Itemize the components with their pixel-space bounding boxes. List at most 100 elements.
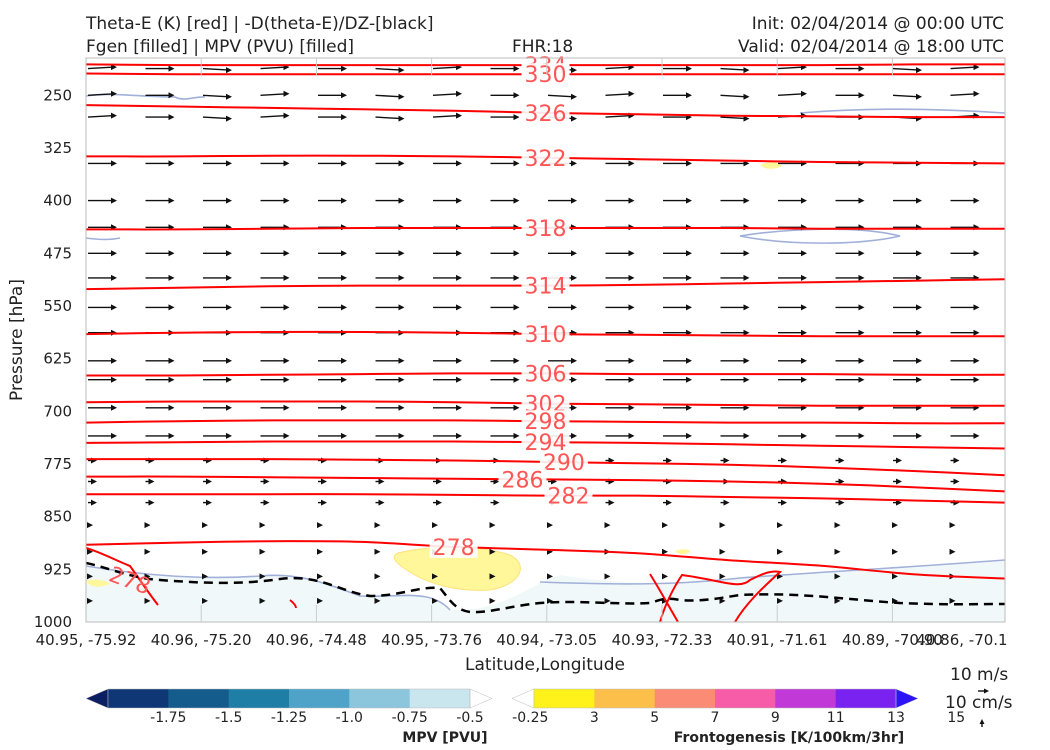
theta-e-label-bg bbox=[521, 217, 570, 239]
colorbar-tick: -1.0 bbox=[336, 710, 363, 726]
gradient-vector-head bbox=[916, 304, 922, 311]
gradient-vector-head bbox=[456, 112, 462, 119]
gradient-vector bbox=[605, 114, 632, 118]
gradient-vector-head bbox=[743, 376, 750, 383]
gradient-vector-head bbox=[202, 573, 208, 580]
x-tick-label: 40.95, -73.76 bbox=[381, 631, 482, 649]
theta-e-label-278: 278 bbox=[433, 536, 475, 561]
gradient-vector-head bbox=[858, 65, 865, 72]
gradient-vector-head bbox=[456, 304, 462, 311]
gradient-vector-head bbox=[628, 357, 635, 364]
gradient-vector-head bbox=[489, 522, 496, 529]
gradient-vector-head bbox=[571, 274, 577, 281]
gradient-vector-head bbox=[571, 404, 577, 411]
gradient-vector-head bbox=[317, 522, 323, 529]
gradient-vector-head bbox=[378, 499, 385, 506]
theta-e-label-bg bbox=[521, 362, 570, 385]
gradient-vector-head bbox=[628, 90, 635, 97]
gradient-vector-head bbox=[743, 250, 750, 257]
gradient-vector-head bbox=[283, 250, 290, 257]
mpv-colorbar-label: MPV [PVU] bbox=[402, 730, 487, 746]
gradient-vector-head bbox=[436, 478, 442, 485]
gradient-vector-head bbox=[973, 90, 980, 97]
theta-e-label-bg bbox=[521, 101, 570, 124]
gradient-vector-head bbox=[398, 160, 405, 167]
gradient-vector-head bbox=[604, 522, 611, 529]
theta-e-contours bbox=[86, 63, 1005, 622]
gradient-vector-head bbox=[858, 250, 865, 257]
gradient-vector-head bbox=[226, 304, 232, 311]
gradient-vector-head bbox=[341, 304, 347, 311]
theta-e-label-282: 282 bbox=[548, 485, 590, 510]
gradient-vector bbox=[950, 93, 977, 96]
gradient-vector bbox=[432, 93, 460, 96]
gradient-vector-head bbox=[148, 478, 155, 485]
gradient-vector-head bbox=[456, 160, 462, 167]
colorbar-frame bbox=[107, 688, 471, 709]
gradient-vector-head bbox=[513, 404, 520, 411]
gradient-vector-head bbox=[801, 304, 807, 311]
gradient-vector-head bbox=[91, 499, 97, 506]
gradient-vector-head bbox=[168, 357, 175, 364]
y-tick-label: 475 bbox=[43, 244, 72, 262]
gradient-vector bbox=[202, 116, 230, 120]
gradient-vector-head bbox=[513, 357, 520, 364]
gradient-vector bbox=[547, 94, 575, 98]
gradient-vector bbox=[260, 66, 287, 70]
title-line-2: Fgen [filled] | MPV (PVU) [filled] bbox=[86, 37, 355, 57]
colorbar-tick: 9 bbox=[771, 710, 780, 726]
y-tick-label: 250 bbox=[43, 86, 72, 104]
gradient-vector-head bbox=[973, 432, 980, 439]
colorbar-segment bbox=[108, 689, 169, 708]
gradient-vector bbox=[202, 67, 230, 71]
gradient-vector-head bbox=[283, 90, 290, 97]
colorbar-tick: -0.5 bbox=[456, 710, 483, 726]
gradient-vector-head bbox=[838, 478, 845, 485]
y-tick-label: 400 bbox=[43, 192, 72, 210]
gradient-vector-head bbox=[571, 67, 577, 74]
gradient-vector-head bbox=[973, 304, 980, 311]
gradient-vector-head bbox=[283, 304, 290, 311]
gradient-vector-head bbox=[743, 329, 750, 336]
gradient-vector-head bbox=[571, 93, 577, 100]
gradient-vector-head bbox=[168, 376, 175, 383]
gradient-vector-head bbox=[489, 548, 496, 555]
gradient-vector-head bbox=[398, 93, 405, 100]
fgen-fill-small-2 bbox=[675, 549, 690, 555]
gradient-vector-head bbox=[374, 522, 381, 529]
gradient-vector-head bbox=[202, 548, 208, 555]
gradient-vector-head bbox=[743, 357, 750, 364]
gradient-vector-head bbox=[111, 376, 117, 383]
gradient-vector-head bbox=[341, 404, 347, 411]
gradient-vector-head bbox=[456, 197, 462, 204]
gradient-vector-head bbox=[168, 274, 175, 281]
colorbar-segment bbox=[349, 689, 411, 708]
gradient-vector-head bbox=[317, 597, 323, 604]
gradient-vector-head bbox=[513, 250, 520, 257]
gradient-vector-head bbox=[916, 357, 922, 364]
gradient-vector-head bbox=[202, 597, 208, 604]
gradient-vector-head bbox=[571, 357, 577, 364]
plot-frame bbox=[85, 57, 1006, 623]
colorbar-segment bbox=[168, 689, 230, 708]
gradient-vector-head bbox=[489, 597, 496, 604]
gradient-vector-head bbox=[259, 548, 266, 555]
gradient-vector-head bbox=[571, 250, 577, 257]
gradient-vector bbox=[950, 66, 977, 70]
gradient-vector-head bbox=[686, 404, 692, 411]
theta-e-label-290: 290 bbox=[543, 451, 585, 476]
gradient-vector-head bbox=[226, 93, 232, 100]
gradient-vector-head bbox=[283, 357, 290, 364]
gradient-vector-head bbox=[226, 197, 232, 204]
wind-legend-arrows bbox=[978, 688, 989, 727]
gradient-vector-head bbox=[87, 548, 93, 555]
gradient-vector-head bbox=[111, 432, 117, 439]
dashed-contour-line bbox=[86, 561, 1005, 614]
gradient-vector bbox=[892, 67, 920, 71]
gradient-vector-head bbox=[144, 548, 151, 555]
gradient-vector-head bbox=[777, 573, 783, 580]
x-tick-label: 40.95, -75.92 bbox=[36, 631, 137, 649]
gradient-vector-head bbox=[168, 65, 175, 72]
gradient-vector-head bbox=[374, 548, 381, 555]
colorbar-tick: 5 bbox=[650, 710, 659, 726]
